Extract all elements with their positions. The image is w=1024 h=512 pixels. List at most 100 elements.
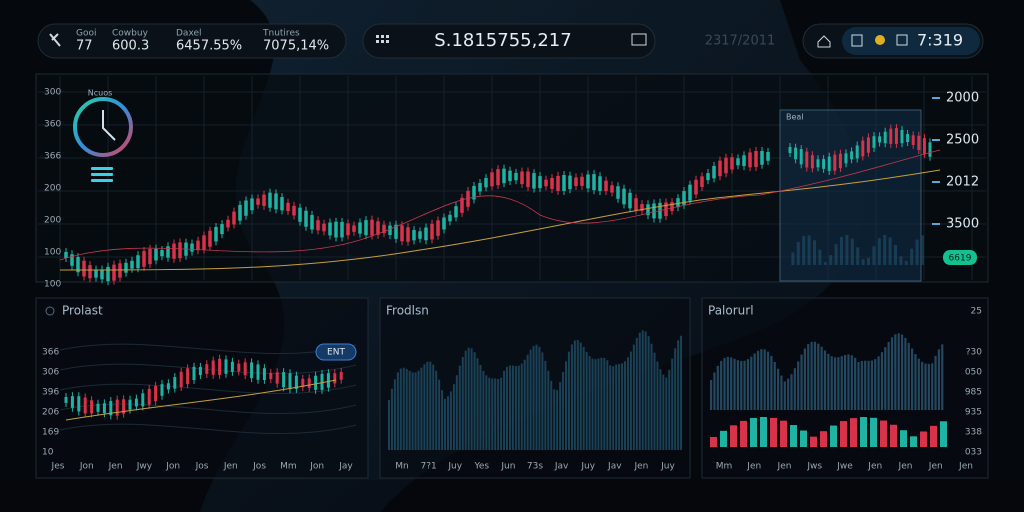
gauge-needle: [102, 110, 116, 141]
y-labels-right: 2000 2500 2012 3500: [932, 91, 979, 232]
volume-bar: [920, 431, 927, 447]
histogram-bar: [680, 335, 683, 450]
lock-icon[interactable]: [851, 34, 863, 47]
histogram-bar: [874, 359, 877, 410]
volume-bar: [740, 420, 747, 447]
moving-average: [65, 379, 337, 421]
x-label: Mm: [280, 462, 297, 472]
candle-body: [676, 198, 680, 208]
candle-body: [442, 217, 446, 230]
panel: Palorurl 25 ?30 050 985 935 338 033 Mm Jen Jen Jws J…: [701, 297, 989, 479]
histogram-bar: [650, 343, 653, 450]
histogram-bar: [629, 351, 632, 450]
candle-body: [496, 169, 500, 186]
histogram-bar: [638, 332, 641, 450]
candle-body: [364, 220, 368, 236]
histogram-bar: [726, 356, 729, 410]
histogram-bar: [740, 361, 743, 410]
candle-body: [208, 230, 212, 247]
histogram-bar: [854, 357, 857, 410]
badge[interactable]: [943, 250, 977, 265]
candle-body: [526, 171, 530, 188]
histogram-bar: [713, 372, 716, 410]
candle-body: [833, 154, 837, 171]
histogram-bar: [840, 356, 843, 410]
histogram-bar: [535, 344, 538, 450]
candle-body: [298, 207, 302, 222]
histogram-bar: [803, 348, 806, 410]
panel-title: Frodlsn: [386, 304, 429, 318]
candle-body: [243, 362, 247, 376]
histogram-bar: [579, 342, 582, 450]
candle-body: [400, 225, 404, 242]
candle-body: [430, 223, 434, 240]
histogram-bar: [476, 358, 479, 450]
candle-body: [244, 200, 248, 216]
histogram-bar: [720, 360, 723, 410]
candle-body: [333, 373, 337, 384]
candle-body: [115, 399, 119, 416]
histogram-bar: [582, 346, 585, 450]
candle-body: [70, 396, 74, 408]
calendar-icon[interactable]: [631, 33, 647, 46]
volume-bar: [850, 418, 857, 447]
box-icon[interactable]: [896, 34, 908, 46]
histogram-bar: [426, 361, 429, 450]
x-label: Yes: [474, 462, 490, 472]
candle-body: [352, 225, 356, 232]
x-label: Jen: [746, 462, 761, 472]
x-label: Jws: [806, 462, 822, 472]
price-pill[interactable]: [362, 23, 656, 59]
histogram-bar: [508, 365, 511, 450]
candle-body: [604, 180, 608, 192]
x-label: Jav: [554, 462, 569, 472]
candle-body: [154, 385, 158, 402]
candle-body: [274, 193, 278, 210]
histogram-bar: [837, 357, 840, 410]
histogram-bar: [479, 364, 482, 450]
x-label: Jos: [252, 462, 266, 472]
histogram-bar: [807, 344, 810, 410]
volume-bar: [861, 259, 865, 265]
panel: Frodlsn Mn 7?1 Juy Yes Jun 73s Jav Juy Jav Jen Juy: [379, 297, 691, 479]
candle-body: [478, 183, 482, 192]
candle-body: [82, 260, 86, 277]
histogram-bar: [780, 375, 783, 410]
histogram-bar: [900, 334, 904, 410]
histogram-bar: [677, 340, 680, 450]
histogram-bar: [797, 361, 800, 410]
histogram-bar: [432, 364, 435, 450]
histogram-bar: [635, 337, 638, 450]
panel-icon: [45, 306, 55, 316]
histogram-bar: [733, 358, 736, 410]
coin-icon[interactable]: [875, 35, 885, 45]
candle-body: [706, 173, 710, 181]
histogram-bar: [790, 374, 793, 410]
candle-body: [94, 269, 98, 278]
home-icon[interactable]: [817, 35, 831, 48]
histogram-bar: [941, 344, 944, 410]
histogram-bar: [674, 348, 677, 450]
histogram-bar: [668, 369, 671, 450]
x-label: Jos: [195, 462, 209, 472]
histogram-bar: [659, 369, 662, 450]
candle-body: [142, 251, 146, 267]
histogram-bar: [907, 342, 910, 410]
menu-icon[interactable]: [91, 167, 113, 182]
gauge: [73, 97, 133, 157]
histogram-bar: [763, 349, 766, 410]
histogram-bar: [665, 377, 668, 450]
candle-body: [173, 377, 177, 389]
candle-body: [514, 172, 518, 181]
histogram-bar: [644, 331, 647, 450]
candle-body: [520, 171, 524, 185]
candle-body: [532, 173, 536, 189]
candle-body: [307, 378, 311, 388]
volume-bar: [899, 256, 903, 265]
candle-body: [844, 153, 848, 164]
histogram-bar: [553, 389, 556, 450]
volume-bar: [830, 425, 837, 447]
x-label: Jon: [309, 462, 324, 472]
histogram-bar: [656, 361, 659, 450]
candle-body: [598, 176, 602, 191]
